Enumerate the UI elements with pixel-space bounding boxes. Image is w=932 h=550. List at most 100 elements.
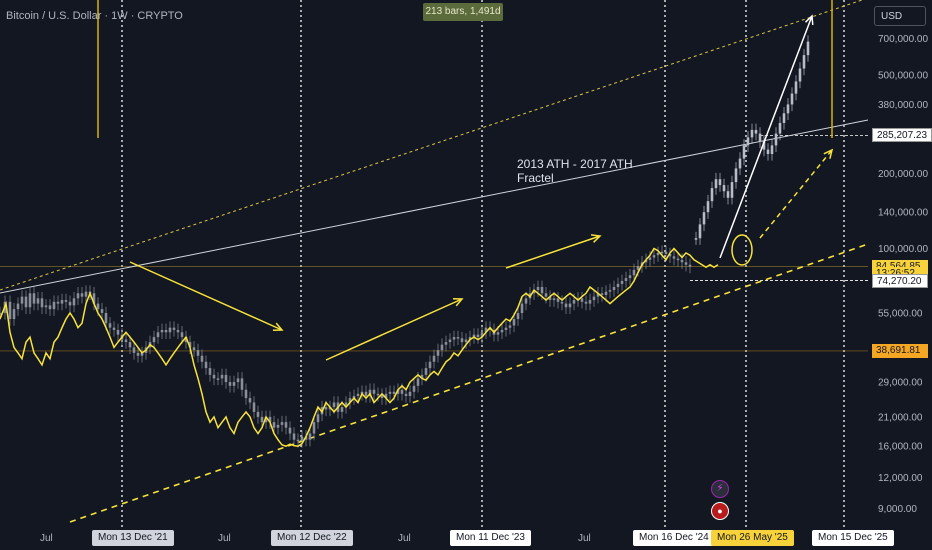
candle-body-162 [648,257,652,260]
candle-body-86 [344,402,348,408]
arrow-up-trend-1 [325,298,463,361]
candle-body-77 [308,433,312,440]
candle-body-34 [136,352,140,356]
candle-body-41 [164,329,168,333]
candle-body-105 [420,374,424,379]
fractal-overlay-line [0,247,719,448]
candle-body-5 [20,296,24,304]
x-month-label: Jul [218,533,231,544]
candle-body-104 [416,378,420,386]
candle-body-171 [684,262,688,265]
x-month-label: Jul [398,533,411,544]
candle-body-93 [372,389,376,394]
candle-body-62 [248,398,252,403]
fractal-candle-body-23 [786,104,790,114]
candle-body-172 [688,264,692,267]
candle-body-70 [280,422,284,425]
candle-body-24 [96,303,100,310]
candle-body-89 [356,393,360,396]
x-date-chip: Mon 26 May '25 [711,530,794,546]
candle-body-55 [220,374,224,379]
grid-lines [121,0,845,528]
x-month-label: Jul [40,533,53,544]
us-flag-event-icon[interactable]: ● [711,502,729,520]
arrow-projection-dashed [759,149,833,239]
target-circle [731,234,753,266]
candle-body-94 [376,393,380,396]
candle-body-134 [536,286,540,291]
lower-channel-line [69,243,869,523]
price-tag: 74,270.20 [872,273,928,288]
currency-button[interactable]: USD [874,6,926,26]
x-date-chip: Mon 11 Dec '23 [450,530,531,546]
candle-body-0 [0,312,2,315]
candle-body-139 [556,298,560,302]
candle-body-101 [404,393,408,396]
candle-body-159 [636,266,640,270]
candle-body-74 [296,439,300,442]
fractal-annotation[interactable]: 2013 ATH - 2017 ATH Fractel [517,157,633,185]
candle-body-112 [448,339,452,343]
candle-body-119 [476,334,480,338]
candle-body-164 [656,252,660,256]
y-axis: 700,000.00 500,000.00 380,000.00 200,000.00… [878,34,928,515]
candle-body-58 [232,382,236,386]
candle-body-140 [560,301,564,304]
flash-event-icon[interactable]: ⚡ [711,480,729,498]
candle-body-59 [236,378,240,383]
arrow-projection-white [719,15,813,259]
candle-body-114 [456,337,460,339]
y-tick-label: 21,000.00 [878,412,923,423]
candle-body-32 [128,342,132,348]
candle-body-155 [620,280,624,284]
candle-body-35 [140,352,144,356]
candle-body-25 [100,309,104,313]
candle-body-96 [384,393,388,399]
candle-body-57 [228,382,232,386]
candle-body-165 [660,251,664,254]
candle-body-91 [364,391,368,396]
price-tag: 285,207.23 [872,128,932,143]
candle-body-163 [652,255,656,258]
candle-body-124 [496,332,500,335]
candle-body-60 [240,378,244,390]
candle-body-168 [672,256,676,259]
fractal-candle-body-27 [802,55,806,69]
candle-body-21 [84,291,88,297]
fractal-candle-body-25 [794,81,798,94]
x-date-chip: Mon 13 Dec '21 [92,530,174,546]
candle-body-66 [264,416,268,423]
candle-body-48 [192,347,196,351]
candle-body-38 [152,337,156,343]
y-tick-label: 55,000.00 [878,308,923,319]
candle-body-40 [160,329,164,333]
y-tick-label: 29,000.00 [878,378,923,389]
candle-body-76 [304,436,308,440]
fractal-candle-body-4 [710,188,714,202]
candle-body-20 [80,293,84,297]
candle-body-68 [272,422,276,428]
candle-body-85 [340,407,344,412]
candle-body-106 [424,368,428,375]
candle-body-81 [324,407,328,410]
candle-body-69 [276,424,280,428]
candle-body-8 [32,293,36,304]
fractal-candle-body-18 [766,149,770,155]
x-date-chip: Mon 12 Dec '22 [271,530,353,546]
candle-body-121 [484,327,488,333]
fractal-candle-body-2 [702,212,706,225]
candle-body-47 [188,342,192,348]
symbol-title[interactable]: Bitcoin / U.S. Dollar · 1W · CRYPTO [6,10,183,22]
trend-lines [0,0,869,523]
candle-body-133 [532,290,536,294]
candle-body-147 [588,300,592,304]
candle-body-143 [572,300,576,304]
candle-body-10 [40,298,44,308]
fractal-candle-body-24 [790,93,794,105]
candle-body-53 [212,374,216,379]
candle-body-79 [316,414,320,423]
candle-body-67 [268,416,272,423]
candle-body-4 [16,303,20,310]
fractal-candle-body-10 [734,168,738,183]
